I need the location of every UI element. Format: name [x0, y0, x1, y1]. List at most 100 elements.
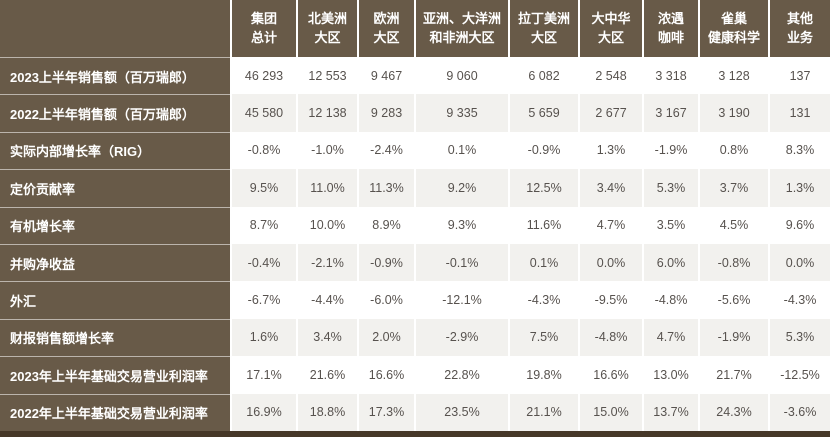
table-row: 2022上半年销售额（百万瑞郎） 45 580 12 138 9 283 9 335 5 …	[0, 94, 830, 132]
data-cell: 10.0%	[296, 206, 357, 244]
data-cell: 12 138	[296, 94, 357, 132]
table-row: 定价贡献率 9.5% 11.0% 11.3% 9.2% 12.5% 3.4% 5.3% 3.7%…	[0, 169, 830, 207]
data-cell: 8.9%	[357, 206, 414, 244]
data-cell: 21.6%	[296, 356, 357, 394]
data-cell: 3 128	[698, 57, 768, 95]
data-cell: -0.1%	[414, 243, 508, 282]
data-cell: -4.4%	[296, 281, 357, 319]
data-cell: 12.5%	[508, 169, 578, 207]
table-bottom-border	[0, 430, 830, 437]
data-cell: 16.6%	[357, 356, 414, 394]
data-cell: 21.1%	[508, 393, 578, 431]
table-row: 2023年上半年基础交易营业利润率 17.1% 21.6% 16.6% 22.8% 19.…	[0, 356, 830, 394]
data-cell: 131	[768, 94, 830, 132]
column-header: 北美洲 大区	[296, 0, 357, 57]
table-row: 2022年上半年基础交易营业利润率 16.9% 18.8% 17.3% 23.5% 21.…	[0, 393, 830, 431]
data-cell: -4.8%	[578, 318, 642, 357]
data-cell: 46 293	[230, 57, 296, 95]
column-header: 大中华 大区	[578, 0, 642, 57]
data-cell: 0.1%	[414, 131, 508, 170]
data-cell: 16.6%	[578, 356, 642, 394]
column-header: 集团 总计	[230, 0, 296, 57]
table-row: 有机增长率 8.7% 10.0% 8.9% 9.3% 11.6% 4.7% 3.5% 4.5% 9…	[0, 206, 830, 244]
data-cell: -12.1%	[414, 281, 508, 319]
data-cell: -4.3%	[508, 281, 578, 319]
data-cell: 11.0%	[296, 169, 357, 207]
data-cell: 3.5%	[642, 206, 698, 244]
data-cell: -6.7%	[230, 281, 296, 319]
data-cell: 9.5%	[230, 169, 296, 207]
data-cell: -12.5%	[768, 356, 830, 394]
data-cell: 9.6%	[768, 206, 830, 244]
data-cell: 4.5%	[698, 206, 768, 244]
data-cell: -1.0%	[296, 131, 357, 170]
data-cell: 17.3%	[357, 393, 414, 431]
column-header: 雀巢 健康科学	[698, 0, 768, 57]
data-cell: 2 677	[578, 94, 642, 132]
data-cell: 17.1%	[230, 356, 296, 394]
data-cell: 3.4%	[296, 318, 357, 357]
data-cell: 0.0%	[768, 243, 830, 282]
row-label: 并购净收益	[0, 243, 230, 282]
data-cell: -4.8%	[642, 281, 698, 319]
data-cell: 3.4%	[578, 169, 642, 207]
data-cell: 137	[768, 57, 830, 95]
row-label: 2023年上半年基础交易营业利润率	[0, 356, 230, 394]
data-cell: 8.3%	[768, 131, 830, 170]
column-header: 欧洲 大区	[357, 0, 414, 57]
data-cell: 0.8%	[698, 131, 768, 170]
data-cell: 9 283	[357, 94, 414, 132]
data-cell: 23.5%	[414, 393, 508, 431]
row-label: 定价贡献率	[0, 169, 230, 207]
data-cell: 21.7%	[698, 356, 768, 394]
data-cell: 12 553	[296, 57, 357, 95]
data-cell: 2.0%	[357, 318, 414, 357]
data-cell: 6.0%	[642, 243, 698, 282]
data-cell: 11.3%	[357, 169, 414, 207]
data-cell: -1.9%	[698, 318, 768, 357]
data-cell: 5.3%	[768, 318, 830, 357]
row-label: 2022上半年销售额（百万瑞郎）	[0, 94, 230, 132]
data-cell: 7.5%	[508, 318, 578, 357]
data-cell: -0.4%	[230, 243, 296, 282]
data-cell: 22.8%	[414, 356, 508, 394]
data-cell: 16.9%	[230, 393, 296, 431]
table-header-row: 集团 总计 北美洲 大区 欧洲 大区 亚洲、大洋洲 和非洲大区 拉丁美洲 大区 大中华 大…	[0, 0, 830, 57]
data-cell: 13.0%	[642, 356, 698, 394]
data-cell: -2.9%	[414, 318, 508, 357]
data-cell: -0.8%	[230, 131, 296, 170]
data-cell: 3.7%	[698, 169, 768, 207]
column-header: 浓遇 咖啡	[642, 0, 698, 57]
data-cell: 9 060	[414, 57, 508, 95]
data-cell: -3.6%	[768, 393, 830, 431]
data-cell: 18.8%	[296, 393, 357, 431]
data-cell: 13.7%	[642, 393, 698, 431]
data-cell: 3 318	[642, 57, 698, 95]
table-row: 财报销售额增长率 1.6% 3.4% 2.0% -2.9% 7.5% -4.8% 4.7% -1…	[0, 318, 830, 357]
table-corner-cell	[0, 0, 230, 57]
row-label: 有机增长率	[0, 206, 230, 244]
row-label: 2023上半年销售额（百万瑞郎）	[0, 57, 230, 95]
data-cell: -4.3%	[768, 281, 830, 319]
data-cell: 5.3%	[642, 169, 698, 207]
data-cell: -1.9%	[642, 131, 698, 170]
data-cell: 8.7%	[230, 206, 296, 244]
row-label: 2022年上半年基础交易营业利润率	[0, 393, 230, 431]
table-body: 2023上半年销售额（百万瑞郎） 46 293 12 553 9 467 9 060 6 …	[0, 57, 830, 431]
table-row: 2023上半年销售额（百万瑞郎） 46 293 12 553 9 467 9 060 6 …	[0, 57, 830, 95]
row-label: 财报销售额增长率	[0, 318, 230, 357]
data-cell: 9 467	[357, 57, 414, 95]
data-cell: -6.0%	[357, 281, 414, 319]
data-cell: 4.7%	[578, 206, 642, 244]
data-cell: 0.0%	[578, 243, 642, 282]
data-cell: -5.6%	[698, 281, 768, 319]
row-label: 实际内部增长率（RIG）	[0, 131, 230, 170]
column-header: 拉丁美洲 大区	[508, 0, 578, 57]
data-cell: -2.1%	[296, 243, 357, 282]
data-cell: 9 335	[414, 94, 508, 132]
data-cell: -9.5%	[578, 281, 642, 319]
row-label: 外汇	[0, 281, 230, 319]
data-cell: 3 167	[642, 94, 698, 132]
data-cell: 24.3%	[698, 393, 768, 431]
data-cell: 2 548	[578, 57, 642, 95]
